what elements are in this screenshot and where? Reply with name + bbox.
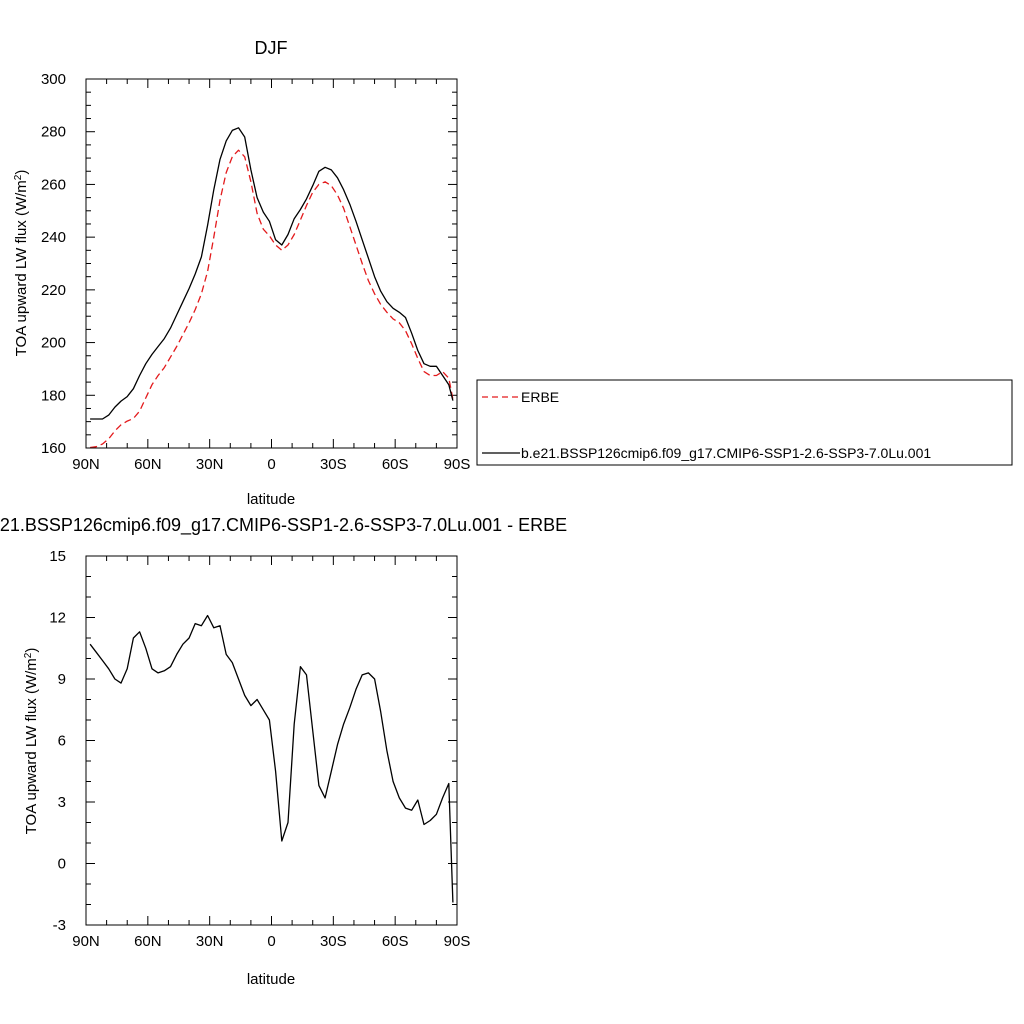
bottom-x-tick-label: 60N [134,933,162,950]
bottom-y-tick-label: 12 [49,610,66,627]
bottom-y-tick-label: 9 [58,671,66,688]
legend-box [476,379,1013,466]
top-axis-ticks: 90N 60N 30N 0 30S 60S 90S 160 180 200 220 240 260 280… [41,71,470,473]
top-chart-title: DJF [255,38,288,58]
bottom-y-tick-label: 6 [58,733,66,750]
top-y-tick-label: 220 [41,282,66,299]
bottom-y-tick-label: -3 [53,917,66,934]
top-x-tick-label: 60N [134,456,162,473]
top-x-tick-label: 30S [320,456,347,473]
top-plot-frame [85,78,458,449]
top-y-tick-label: 160 [41,440,66,457]
top-y-tick-label: 280 [41,124,66,141]
bottom-series-line-0 [89,614,454,903]
top-x-tick-label: 90S [444,456,471,473]
top-x-tick-label: 0 [267,456,275,473]
bottom-x-tick-label: 30S [320,933,347,950]
top-y-tick-label: 180 [41,387,66,404]
top-series-group [90,127,454,449]
bottom-y-tick-label: 3 [58,794,66,811]
bottom-x-tick-label: 30N [196,933,224,950]
bottom-panel: b.e21.BSSP126cmip6.f09_g17.CMIP6-SSP1-2.… [0,515,567,988]
top-series-line-1 [90,127,454,420]
top-y-axis-label: TOA upward LW flux (W/m2) [13,170,31,357]
top-y-tick-label: 260 [41,176,66,193]
bottom-y-axis-label: TOA upward LW flux (W/m2) [23,648,41,835]
bottom-x-tick-label: 90N [72,933,100,950]
bottom-chart-title: b.e21.BSSP126cmip6.f09_g17.CMIP6-SSP1-2.… [0,515,567,536]
top-x-tick-label: 90N [72,456,100,473]
top-x-tick-label: 60S [382,456,409,473]
bottom-plot-frame [85,555,458,926]
bottom-x-tick-label: 0 [267,933,275,950]
bottom-x-axis-label: latitude [247,971,295,988]
top-y-tick-label: 200 [41,335,66,352]
bottom-x-tick-label: 60S [382,933,409,950]
legend: ERBE b.e21.BSSP126cmip6.f09_g17.CMIP6-SS… [476,379,1013,466]
bottom-series-group [89,614,454,903]
bottom-axis-ticks: 90N 60N 30N 0 30S 60S 90S -3 0 3 6 9 12 15 [49,548,470,950]
top-series-line-0 [90,149,454,449]
legend-label-erbe: ERBE [521,389,559,405]
bottom-y-tick-label: 15 [49,548,66,565]
bottom-y-tick-label: 0 [58,856,66,873]
bottom-x-tick-label: 90S [444,933,471,950]
top-y-tick-label: 300 [41,71,66,88]
top-x-tick-label: 30N [196,456,224,473]
top-x-axis-label: latitude [247,491,295,508]
top-y-tick-label: 240 [41,229,66,246]
legend-label-model: b.e21.BSSP126cmip6.f09_g17.CMIP6-SSP1-2.… [521,445,931,461]
top-panel: DJF 90N 60N 30N 0 30S 60S 90S 160 180 200 220 240 26… [13,38,471,508]
